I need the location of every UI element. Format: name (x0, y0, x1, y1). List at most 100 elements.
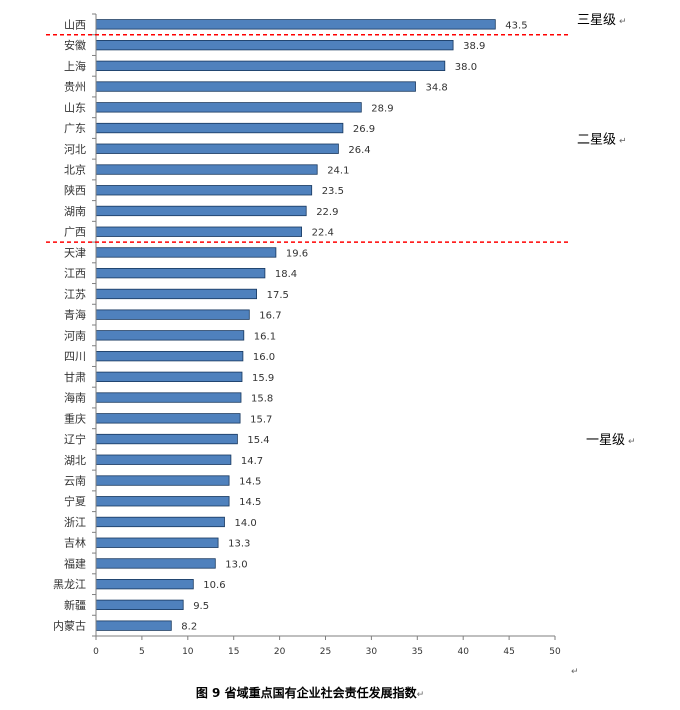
tier-labels: 三星级 ↵二星级 ↵一星级 ↵ (577, 13, 636, 448)
value-label: 43.5 (505, 20, 527, 31)
tier-return-mark: ↵ (619, 17, 627, 27)
figure-caption: 图 9 省域重点国有企业社会责任发展指数↵ (0, 684, 620, 701)
caption-text: 图 9 省域重点国有企业社会责任发展指数 (195, 686, 417, 700)
x-axis: 0 5 10 15 20 25 30 35 40 45 50 ↵ (92, 13, 579, 677)
value-label: 16.1 (254, 331, 276, 342)
bar (95, 247, 277, 258)
category-label: 内蒙古 (53, 619, 86, 633)
value-labels: 43.5 38.9 38.0 34.8 28.9 26.9 26.4 24.1 23.5 22.9… (181, 20, 527, 632)
bar (95, 579, 194, 590)
value-label: 10.6 (203, 580, 225, 591)
value-label: 24.1 (327, 166, 349, 177)
x-tick-label: 40 (457, 647, 469, 657)
value-label: 15.4 (247, 435, 269, 446)
value-label: 13.3 (228, 539, 250, 550)
category-label: 山东 (64, 101, 86, 114)
bar (95, 267, 266, 279)
category-label: 陕西 (64, 183, 86, 197)
bar (95, 433, 238, 445)
category-label: 四川 (64, 350, 86, 363)
category-label: 吉林 (64, 536, 86, 550)
category-label: 新疆 (64, 598, 86, 612)
tier-return-mark: ↵ (628, 437, 636, 447)
bars-group (95, 19, 496, 631)
category-label: 北京 (64, 163, 86, 177)
value-label: 26.9 (353, 124, 375, 135)
value-label: 28.9 (371, 103, 393, 114)
value-label: 8.2 (181, 622, 197, 633)
bar (95, 392, 242, 403)
value-label: 17.5 (267, 290, 289, 301)
bar (95, 288, 258, 300)
category-label: 广西 (64, 226, 86, 239)
category-label: 广东 (64, 122, 86, 135)
category-label: 重庆 (64, 411, 86, 425)
category-label: 黑龙江 (53, 578, 86, 591)
category-label: 江西 (64, 267, 86, 280)
bar (95, 496, 230, 507)
bar (95, 330, 245, 341)
bar (95, 599, 184, 610)
value-label: 22.9 (316, 207, 338, 218)
value-label: 14.0 (235, 518, 257, 529)
bar (95, 185, 313, 196)
bar (95, 475, 230, 486)
category-label: 贵州 (64, 81, 86, 94)
caption-return-mark: ↵ (416, 690, 425, 700)
axis-return-mark: ↵ (571, 667, 579, 677)
category-label: 福建 (64, 556, 86, 570)
tier-dividers (46, 33, 570, 243)
category-label: 海南 (64, 391, 86, 405)
bar (95, 102, 362, 113)
value-label: 9.5 (193, 601, 209, 612)
category-label: 天津 (64, 246, 86, 259)
value-label: 34.8 (426, 83, 448, 94)
value-label: 14.5 (239, 477, 261, 488)
category-label: 上海 (64, 59, 86, 73)
category-label: 浙江 (64, 516, 86, 529)
tier-label: 三星级 (577, 13, 616, 28)
category-label: 云南 (64, 475, 86, 488)
value-label: 14.7 (241, 456, 263, 467)
category-label: 湖北 (64, 454, 86, 467)
value-label: 16.7 (259, 311, 281, 322)
x-tick-label: 25 (320, 647, 331, 657)
value-label: 19.6 (286, 248, 308, 259)
bar (95, 413, 241, 424)
x-tick-label: 50 (549, 647, 561, 657)
bar (95, 164, 318, 175)
category-label: 湖南 (64, 205, 86, 218)
bar (95, 40, 454, 51)
value-label: 13.0 (225, 559, 247, 570)
bar (95, 60, 446, 71)
category-label: 江苏 (64, 288, 86, 301)
value-label: 16.0 (253, 352, 275, 363)
x-tick-label: 15 (228, 647, 239, 657)
category-label: 山西 (64, 18, 86, 31)
bar (95, 81, 416, 92)
value-label: 18.4 (275, 269, 297, 280)
bar (95, 558, 216, 569)
bar (95, 143, 339, 154)
value-label: 15.8 (251, 394, 273, 405)
value-label: 14.5 (239, 497, 261, 508)
value-label: 26.4 (348, 145, 370, 156)
x-tick-label: 5 (139, 647, 145, 657)
category-label: 安徽 (64, 38, 86, 52)
value-label: 23.5 (322, 186, 344, 197)
value-label: 22.4 (312, 228, 334, 239)
bar (95, 350, 244, 362)
x-tick-label: 35 (412, 647, 423, 657)
x-tick-label: 0 (93, 647, 99, 657)
tier-label: 二星级 (577, 132, 616, 147)
value-label: 38.9 (463, 41, 485, 52)
bar-chart: 山西安徽上海贵州山东广东河北北京陕西湖南广西天津江西江苏青海河南四川甘肃海南重庆… (46, 13, 636, 677)
category-label: 青海 (64, 308, 86, 322)
bar (95, 516, 225, 528)
category-labels: 山西安徽上海贵州山东广东河北北京陕西湖南广西天津江西江苏青海河南四川甘肃海南重庆… (53, 18, 86, 632)
bar (95, 205, 307, 217)
x-tick-label: 20 (274, 647, 286, 657)
x-tick-label: 10 (182, 647, 194, 657)
category-label: 辽宁 (64, 432, 86, 446)
bar (95, 122, 344, 134)
